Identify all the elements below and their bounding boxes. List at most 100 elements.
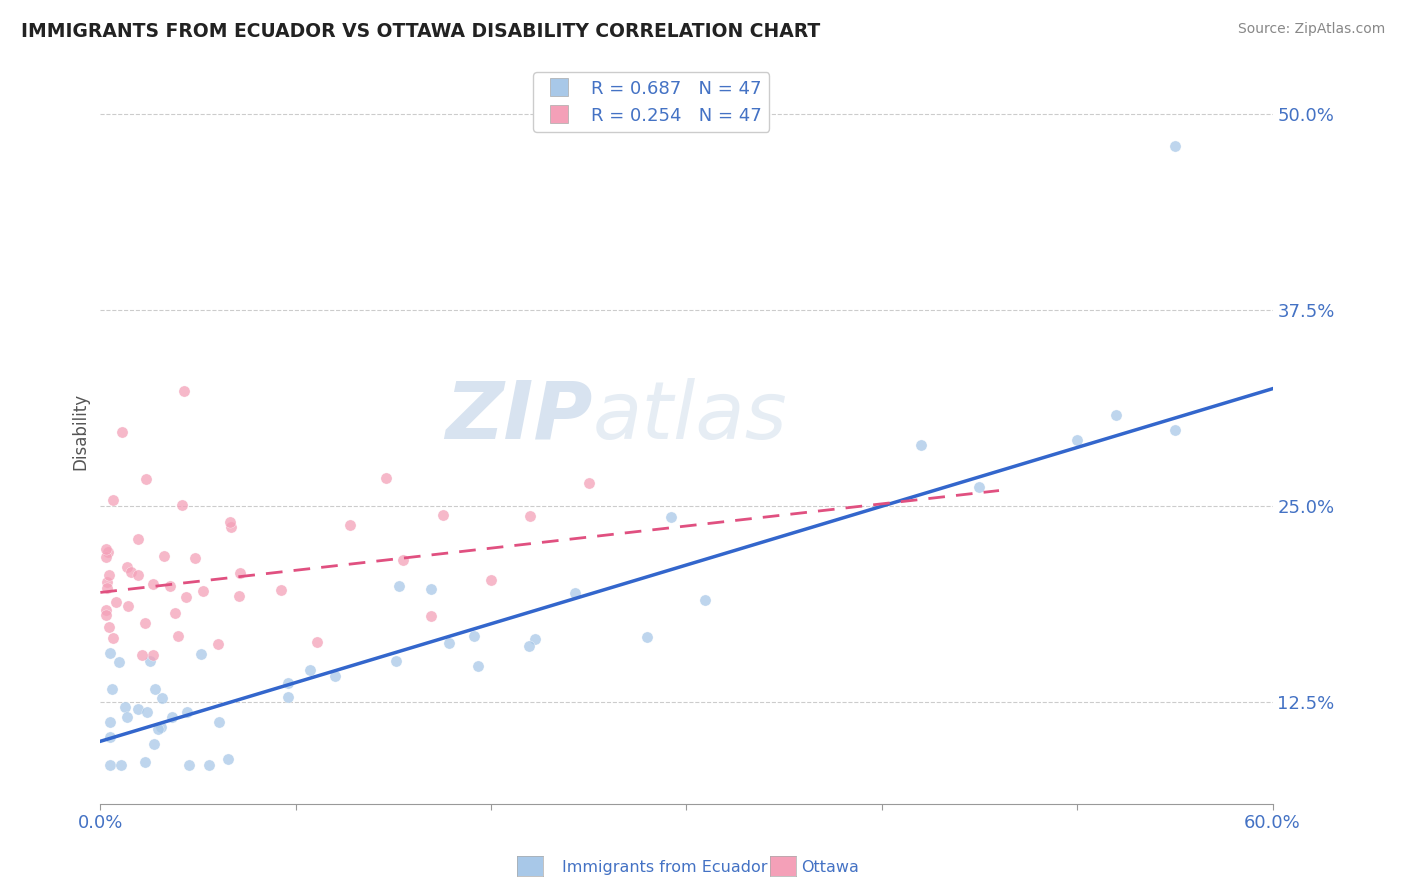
- Point: [111, 425, 134, 440]
- Point: [96, 603, 118, 617]
- Point: [419, 582, 441, 596]
- Point: [98, 620, 121, 634]
- Point: [176, 590, 198, 604]
- Point: [1164, 423, 1187, 437]
- Point: [98, 714, 121, 729]
- Point: [167, 629, 190, 643]
- Point: [98, 646, 121, 660]
- Point: [152, 691, 174, 706]
- Point: [217, 752, 239, 766]
- Point: [387, 579, 409, 593]
- Point: [114, 699, 136, 714]
- Point: [163, 607, 186, 621]
- Point: [98, 567, 121, 582]
- Point: [519, 508, 541, 523]
- Point: [384, 654, 406, 668]
- Point: [101, 631, 124, 645]
- Point: [115, 709, 138, 723]
- Point: [184, 550, 207, 565]
- Point: [149, 720, 172, 734]
- Text: IMMIGRANTS FROM ECUADOR VS OTTAWA DISABILITY CORRELATION CHART: IMMIGRANTS FROM ECUADOR VS OTTAWA DISABI…: [21, 22, 820, 41]
- Point: [101, 492, 124, 507]
- Point: [110, 757, 132, 772]
- Point: [97, 545, 120, 559]
- Point: [198, 757, 221, 772]
- Point: [437, 635, 460, 649]
- Point: [1164, 138, 1187, 153]
- Point: [463, 629, 485, 643]
- Point: [142, 648, 165, 662]
- Point: [524, 632, 547, 646]
- Point: [96, 607, 118, 622]
- Point: [392, 552, 415, 566]
- Point: [176, 705, 198, 719]
- Point: [229, 566, 252, 580]
- Point: [96, 581, 118, 595]
- Point: [219, 515, 242, 529]
- Point: [636, 630, 658, 644]
- Point: [969, 480, 991, 494]
- Point: [115, 560, 138, 574]
- Point: [1066, 433, 1088, 447]
- Point: [277, 675, 299, 690]
- Point: [1105, 408, 1128, 422]
- Point: [96, 550, 118, 565]
- Point: [219, 519, 242, 533]
- Point: [98, 757, 121, 772]
- Y-axis label: Disability: Disability: [72, 393, 89, 470]
- Text: Immigrants from Ecuador: Immigrants from Ecuador: [562, 860, 768, 874]
- Point: [208, 715, 231, 730]
- Point: [190, 647, 212, 661]
- Point: [120, 566, 142, 580]
- Point: [467, 658, 489, 673]
- Point: [270, 583, 292, 598]
- Point: [136, 705, 159, 719]
- Point: [127, 532, 149, 546]
- Point: [578, 475, 600, 490]
- Point: [96, 542, 118, 557]
- Point: [160, 710, 183, 724]
- Point: [148, 723, 170, 737]
- Point: [142, 577, 165, 591]
- Text: ZIP: ZIP: [446, 378, 593, 456]
- Point: [179, 757, 201, 772]
- Point: [96, 575, 118, 590]
- Point: [108, 655, 131, 669]
- Point: [517, 639, 540, 653]
- Point: [131, 648, 153, 662]
- Point: [153, 549, 176, 563]
- Point: [143, 681, 166, 696]
- Point: [659, 510, 682, 524]
- Point: [105, 595, 128, 609]
- Point: [564, 585, 586, 599]
- Point: [910, 438, 932, 452]
- Point: [117, 599, 139, 613]
- Point: [173, 384, 195, 399]
- Point: [127, 567, 149, 582]
- Point: [375, 471, 398, 485]
- Point: [207, 637, 229, 651]
- Point: [100, 682, 122, 697]
- Point: [323, 669, 346, 683]
- Text: Ottawa: Ottawa: [801, 860, 859, 874]
- Point: [432, 508, 454, 523]
- Point: [172, 498, 194, 512]
- Legend: R = 0.687   N = 47, R = 0.254   N = 47: R = 0.687 N = 47, R = 0.254 N = 47: [533, 72, 769, 132]
- Point: [420, 608, 443, 623]
- Point: [277, 690, 299, 705]
- Text: Source: ZipAtlas.com: Source: ZipAtlas.com: [1237, 22, 1385, 37]
- Point: [339, 518, 361, 533]
- Point: [127, 702, 149, 716]
- Point: [98, 730, 121, 744]
- Point: [228, 590, 250, 604]
- Point: [191, 583, 214, 598]
- Point: [305, 634, 328, 648]
- Point: [159, 579, 181, 593]
- Point: [479, 573, 502, 587]
- Point: [138, 654, 160, 668]
- Point: [135, 472, 157, 486]
- Point: [134, 755, 156, 769]
- Text: atlas: atlas: [593, 378, 787, 456]
- Point: [298, 663, 321, 677]
- Point: [693, 592, 716, 607]
